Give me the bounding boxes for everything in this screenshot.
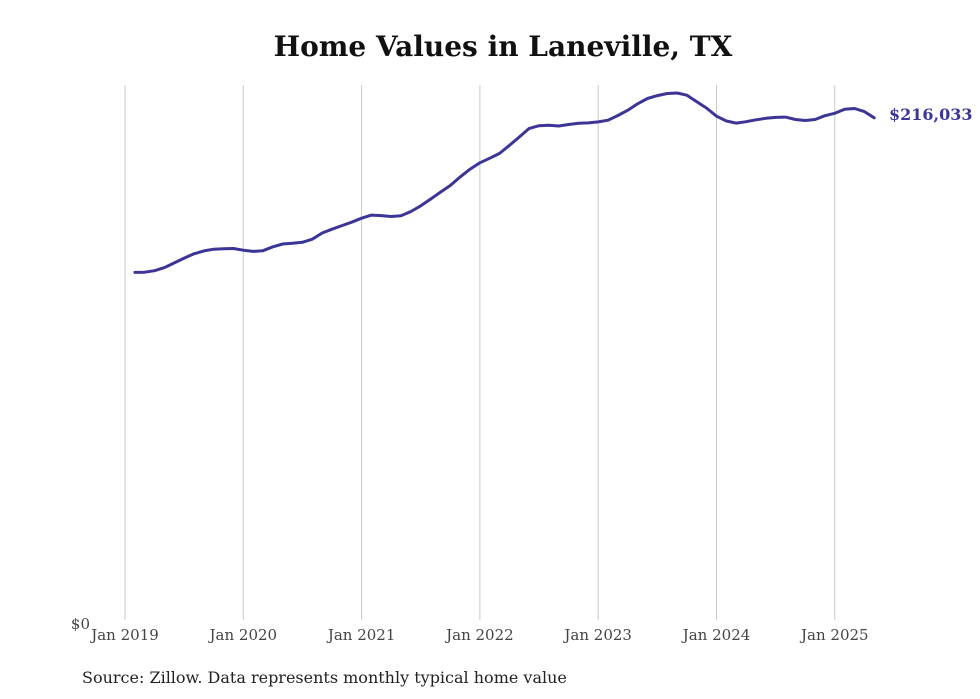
x-tick-label: Jan 2020	[208, 626, 278, 644]
series-layer	[133, 91, 876, 274]
chart-title: Home Values in Laneville, TX	[273, 30, 733, 63]
series-line-0	[133, 91, 876, 274]
x-tick-label: Jan 2022	[444, 626, 514, 644]
source-note: Source: Zillow. Data represents monthly …	[82, 668, 567, 687]
x-tick-label: Jan 2024	[681, 626, 751, 644]
y-tick-label: $0	[71, 615, 90, 633]
x-tick-label: Jan 2025	[799, 626, 869, 644]
x-tick-labels: Jan 2019 Jan 2020 Jan 2021 Jan 2022 Jan 2023…	[89, 626, 868, 644]
line-chart: Jan 2019 Jan 2020 Jan 2021 Jan 2022 Jan 2023…	[71, 85, 973, 644]
x-tick-label: Jan 2023	[562, 626, 632, 644]
x-tick-label: Jan 2019	[89, 626, 159, 644]
grid-lines	[124, 85, 836, 620]
end-value-label: $216,033	[889, 105, 973, 124]
x-tick-label: Jan 2021	[326, 626, 396, 644]
